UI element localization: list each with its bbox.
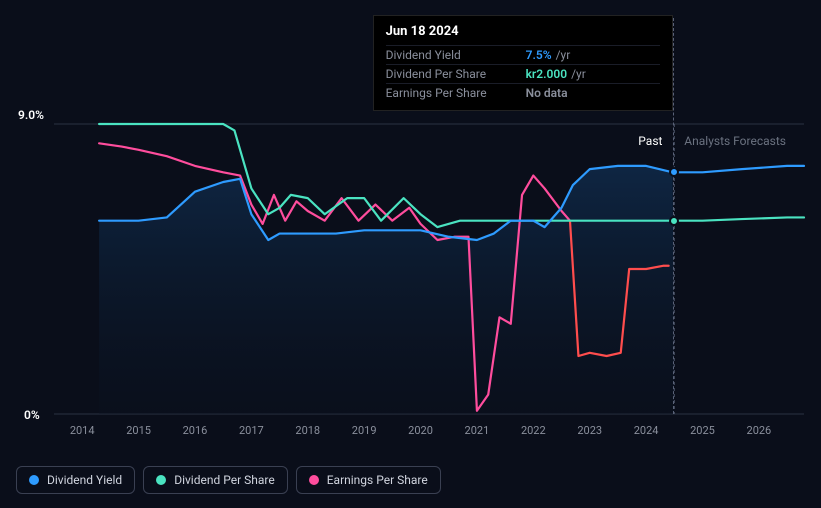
dividend-chart: 9.0% 0% 2014 2015 2016 2017 2018 2019 2020 2021… (0, 0, 821, 508)
tooltip-row-value: 7.5%/yr (526, 48, 571, 62)
marker-dividend-yield (669, 167, 679, 177)
legend-item-label: Dividend Yield (47, 473, 122, 487)
tooltip-row: Dividend Per Sharekr2.000/yr (386, 64, 660, 83)
x-tick: 2025 (690, 424, 715, 437)
legend-dot-icon (156, 475, 166, 485)
tooltip-row: Earnings Per ShareNo data (386, 83, 660, 102)
tooltip-row-value: kr2.000/yr (526, 67, 586, 81)
x-axis: 2014 2015 2016 2017 2018 2019 2020 2021 2022 2023… (54, 424, 804, 440)
x-tick: 2018 (295, 424, 320, 437)
legend-item-label: Dividend Per Share (174, 473, 275, 487)
legend: Dividend Yield Dividend Per Share Earnings… (16, 466, 441, 494)
legend-dot-icon (29, 475, 39, 485)
legend-item[interactable]: Earnings Per Share (296, 466, 441, 494)
chart-tooltip: Jun 18 2024 Dividend Yield7.5%/yrDividen… (373, 15, 673, 111)
plot-area[interactable] (54, 124, 804, 414)
x-tick: 2016 (183, 424, 208, 437)
x-tick: 2014 (70, 424, 95, 437)
tooltip-row-label: Dividend Yield (386, 48, 526, 62)
tooltip-row: Dividend Yield7.5%/yr (386, 45, 660, 64)
x-tick: 2023 (577, 424, 602, 437)
x-tick: 2022 (521, 424, 546, 437)
x-tick: 2024 (634, 424, 659, 437)
x-tick: 2015 (126, 424, 151, 437)
past-label: Past (638, 134, 662, 148)
tooltip-date: Jun 18 2024 (386, 24, 660, 39)
tooltip-row-label: Earnings Per Share (386, 86, 526, 100)
legend-item[interactable]: Dividend Per Share (143, 466, 288, 494)
y-max-label: 9.0% (18, 108, 44, 122)
marker-dividend-per-share (669, 216, 679, 226)
legend-item[interactable]: Dividend Yield (16, 466, 135, 494)
legend-item-label: Earnings Per Share (327, 473, 428, 487)
y-min-label: 0% (24, 408, 40, 422)
x-tick: 2019 (352, 424, 377, 437)
x-tick: 2021 (465, 424, 490, 437)
legend-dot-icon (309, 475, 319, 485)
x-tick: 2026 (747, 424, 772, 437)
tooltip-row-label: Dividend Per Share (386, 67, 526, 81)
forecast-label: Analysts Forecasts (684, 134, 786, 148)
tooltip-row-value: No data (526, 86, 568, 100)
x-tick: 2020 (408, 424, 433, 437)
x-tick: 2017 (239, 424, 264, 437)
